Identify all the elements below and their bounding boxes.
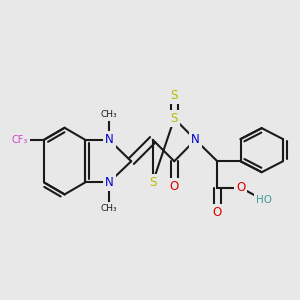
Text: S: S	[149, 176, 156, 189]
Text: CH₃: CH₃	[101, 110, 117, 118]
Text: N: N	[191, 133, 200, 146]
Text: S: S	[171, 112, 178, 125]
Text: N: N	[105, 133, 113, 146]
Text: S: S	[171, 89, 178, 102]
Text: O: O	[169, 180, 179, 193]
Text: CH₃: CH₃	[101, 204, 117, 213]
Text: CF₃: CF₃	[12, 135, 28, 145]
Text: O: O	[236, 181, 245, 194]
Text: N: N	[105, 176, 113, 189]
Text: HO: HO	[256, 195, 272, 205]
Text: O: O	[213, 206, 222, 219]
